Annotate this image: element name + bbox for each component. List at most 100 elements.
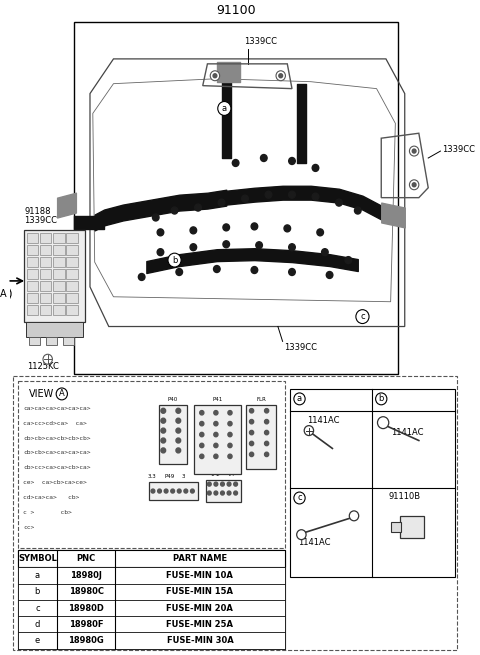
Bar bbox=[67, 293, 78, 303]
Text: 1 2: 1 2 bbox=[211, 472, 220, 477]
Bar bbox=[24, 231, 85, 322]
Circle shape bbox=[178, 489, 181, 493]
Circle shape bbox=[349, 511, 359, 521]
Circle shape bbox=[288, 244, 295, 251]
Text: b: b bbox=[35, 588, 40, 596]
Circle shape bbox=[171, 207, 178, 214]
Circle shape bbox=[250, 441, 253, 445]
Bar bbox=[194, 405, 241, 474]
Circle shape bbox=[176, 448, 180, 453]
Bar bbox=[27, 257, 38, 267]
Circle shape bbox=[312, 164, 319, 172]
Text: 18980F: 18980F bbox=[69, 620, 104, 629]
Bar bbox=[40, 281, 51, 291]
Text: ca>ca>ca>ca>ca>ca>: ca>ca>ca>ca>ca>ca> bbox=[24, 406, 91, 411]
Text: 1339CC: 1339CC bbox=[285, 343, 317, 352]
Text: d: d bbox=[35, 620, 40, 629]
Bar bbox=[400, 516, 423, 538]
Circle shape bbox=[200, 411, 204, 415]
Bar bbox=[18, 381, 286, 548]
Circle shape bbox=[261, 155, 267, 162]
Circle shape bbox=[228, 432, 232, 437]
Bar bbox=[63, 337, 74, 345]
Circle shape bbox=[171, 489, 175, 493]
Circle shape bbox=[250, 419, 253, 424]
Circle shape bbox=[207, 491, 211, 495]
Bar bbox=[391, 522, 401, 532]
Text: P41: P41 bbox=[213, 397, 223, 402]
Bar bbox=[53, 269, 65, 279]
Text: 1141AC: 1141AC bbox=[298, 538, 330, 547]
Circle shape bbox=[326, 272, 333, 278]
Circle shape bbox=[176, 428, 180, 433]
Bar bbox=[18, 550, 286, 567]
Circle shape bbox=[377, 417, 389, 428]
Circle shape bbox=[161, 448, 166, 453]
Circle shape bbox=[43, 354, 52, 364]
Bar bbox=[205, 480, 241, 502]
Circle shape bbox=[161, 408, 166, 413]
Bar bbox=[27, 293, 38, 303]
Bar bbox=[18, 550, 286, 648]
Text: c >       cb>: c > cb> bbox=[24, 510, 72, 515]
Text: 18980C: 18980C bbox=[69, 588, 104, 596]
Circle shape bbox=[228, 443, 232, 447]
Circle shape bbox=[176, 438, 180, 443]
Circle shape bbox=[232, 160, 239, 166]
Bar bbox=[46, 337, 57, 345]
Bar bbox=[53, 257, 65, 267]
Circle shape bbox=[157, 249, 164, 255]
Circle shape bbox=[214, 482, 218, 486]
Circle shape bbox=[228, 411, 232, 415]
Circle shape bbox=[317, 229, 324, 236]
Bar bbox=[149, 482, 198, 500]
Bar bbox=[26, 322, 84, 337]
Bar bbox=[27, 281, 38, 291]
Circle shape bbox=[164, 489, 168, 493]
Text: a: a bbox=[35, 571, 40, 580]
Circle shape bbox=[294, 393, 305, 405]
Circle shape bbox=[214, 443, 218, 447]
Text: 18980J: 18980J bbox=[70, 571, 102, 580]
Circle shape bbox=[264, 441, 269, 445]
Circle shape bbox=[221, 482, 224, 486]
Circle shape bbox=[279, 74, 283, 78]
Bar bbox=[13, 376, 457, 650]
Circle shape bbox=[56, 388, 67, 400]
Text: ce>  ca>cb>ca>ce>: ce> ca>cb>ca>ce> bbox=[24, 480, 87, 485]
Circle shape bbox=[304, 426, 313, 436]
Text: VIEW: VIEW bbox=[29, 389, 54, 399]
Circle shape bbox=[264, 452, 269, 457]
Text: 18980G: 18980G bbox=[68, 636, 104, 645]
Circle shape bbox=[223, 241, 229, 248]
Circle shape bbox=[228, 421, 232, 426]
Circle shape bbox=[214, 432, 218, 437]
Circle shape bbox=[176, 408, 180, 413]
Circle shape bbox=[151, 489, 155, 493]
Circle shape bbox=[214, 411, 218, 415]
Text: FUSE-MIN 30A: FUSE-MIN 30A bbox=[167, 636, 233, 645]
Text: cc>: cc> bbox=[24, 525, 35, 530]
Circle shape bbox=[345, 257, 352, 263]
Circle shape bbox=[264, 430, 269, 435]
Bar bbox=[53, 233, 65, 243]
Circle shape bbox=[265, 191, 272, 198]
Circle shape bbox=[284, 225, 290, 232]
Bar bbox=[27, 233, 38, 243]
Circle shape bbox=[322, 249, 328, 255]
Bar bbox=[40, 245, 51, 255]
Circle shape bbox=[191, 489, 194, 493]
Bar bbox=[40, 305, 51, 314]
Circle shape bbox=[214, 265, 220, 272]
Text: cb>cb>ca>ca>ca>ca>: cb>cb>ca>ca>ca>ca> bbox=[24, 451, 91, 455]
Text: 91188: 91188 bbox=[24, 208, 51, 217]
Circle shape bbox=[234, 491, 238, 495]
Text: e: e bbox=[35, 636, 40, 645]
Circle shape bbox=[356, 310, 369, 324]
Text: 1125KC: 1125KC bbox=[27, 362, 59, 371]
Circle shape bbox=[227, 491, 231, 495]
Bar bbox=[53, 293, 65, 303]
Circle shape bbox=[214, 421, 218, 426]
Bar bbox=[40, 269, 51, 279]
Circle shape bbox=[190, 227, 197, 234]
